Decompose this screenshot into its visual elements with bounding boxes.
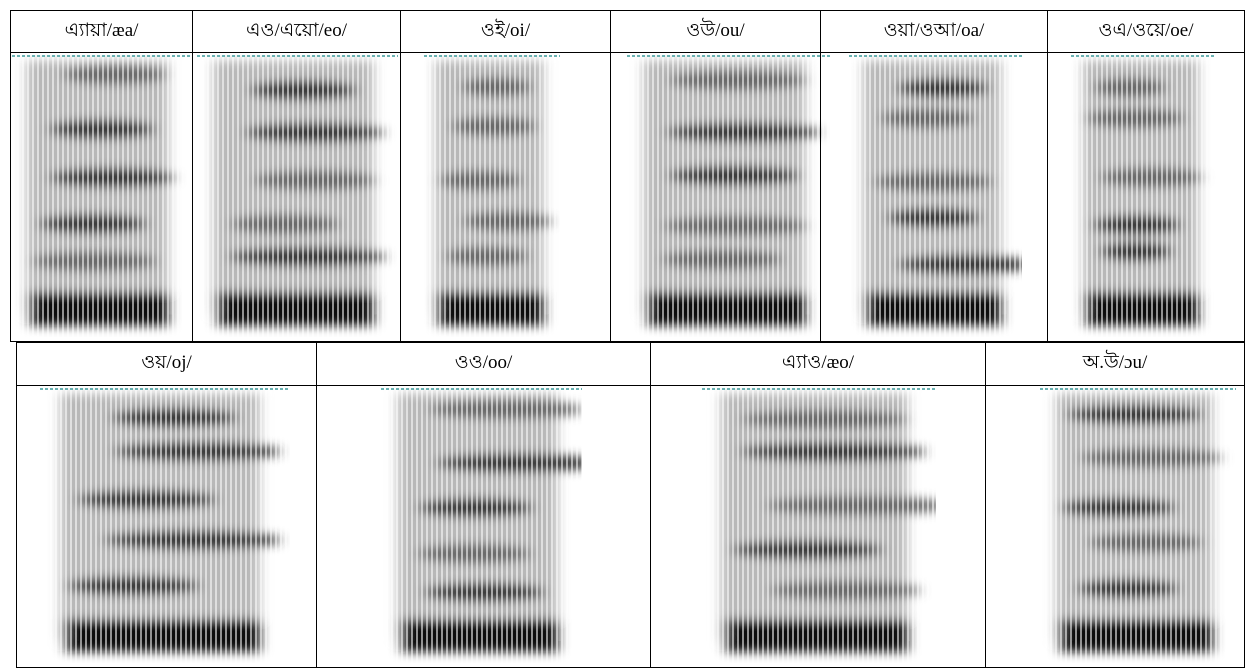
spectrogram	[381, 388, 582, 663]
vowel-label: ওয়া/ওআ/oa/	[820, 10, 1048, 53]
vowel-label: ওই/oi/	[400, 10, 611, 53]
vowel-label: এও/এয়ো/eo/	[192, 10, 401, 53]
vowel-label: ওউ/ou/	[610, 10, 821, 53]
spectrogram	[424, 55, 560, 337]
figure: এ্যায়া/æa/এও/এয়ো/eo/ওই/oi/ওউ/ou/ওয়া/ও…	[0, 0, 1254, 668]
spectrogram	[12, 55, 190, 337]
vowel-label: ওএ/ওয়ে/oe/	[1047, 10, 1245, 53]
vowel-label: অ.উ/ɔu/	[985, 342, 1245, 386]
spectrogram	[627, 55, 830, 337]
spectrogram	[197, 55, 398, 337]
spectrogram	[1040, 388, 1236, 663]
vowel-label: এ্যাও/æo/	[650, 342, 986, 386]
spectrogram	[702, 388, 936, 663]
vowel-label: এ্যায়া/æa/	[10, 10, 193, 53]
vowel-label: ওয়/oj/	[16, 342, 317, 386]
spectrogram	[849, 55, 1022, 337]
spectrogram	[40, 388, 290, 663]
spectrogram	[1071, 55, 1216, 337]
vowel-label: ওও/oo/	[316, 342, 651, 386]
